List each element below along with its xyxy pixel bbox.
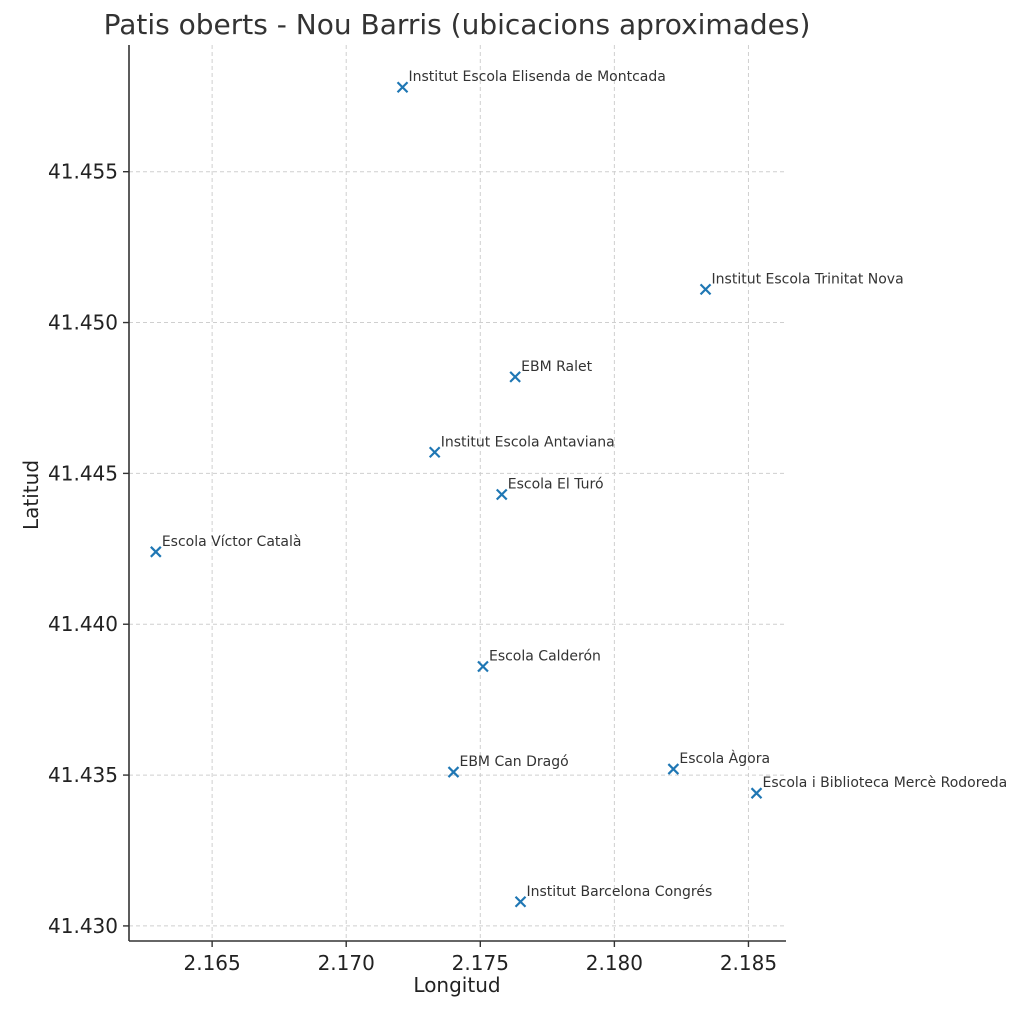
x-tick-label: 2.175	[452, 951, 509, 975]
point-marker	[150, 546, 162, 558]
y-tick-label: 41.455	[48, 160, 118, 184]
y-tick-label: 41.445	[48, 461, 118, 485]
data-point: Escola Àgora	[667, 750, 770, 775]
point-marker	[750, 787, 763, 799]
point-label: Institut Escola Antaviana	[441, 434, 615, 450]
point-label: EBM Ralet	[521, 359, 592, 375]
point-label: Escola El Turó	[508, 477, 604, 493]
y-tick-label: 41.450	[48, 311, 118, 335]
data-point: Institut Escola Elisenda de Montcada	[396, 69, 666, 94]
data-point: EBM Can Dragó	[447, 754, 569, 778]
point-label: Institut Escola Trinitat Nova	[712, 271, 904, 287]
point-marker	[667, 763, 680, 775]
x-axis-label: Longitud	[413, 973, 500, 997]
point-label: Escola i Biblioteca Mercè Rodoreda	[763, 775, 1008, 791]
data-point: Institut Escola Trinitat Nova	[699, 271, 904, 296]
x-tick-label: 2.180	[586, 951, 643, 975]
y-tick-label: 41.440	[48, 612, 118, 636]
point-label: EBM Can Dragó	[459, 754, 568, 770]
point-marker	[699, 283, 712, 296]
data-point: Institut Escola Antaviana	[428, 434, 615, 459]
point-marker	[447, 766, 460, 778]
grid-layer	[129, 45, 786, 941]
point-label: Institut Escola Elisenda de Montcada	[409, 69, 666, 85]
point-label: Escola Víctor Català	[162, 534, 302, 550]
points-layer: Institut Escola Elisenda de Montcada Inst…	[150, 69, 1008, 908]
y-tick-label: 41.430	[48, 914, 118, 938]
data-point: Institut Barcelona Congrés	[514, 884, 713, 908]
point-label: Institut Barcelona Congrés	[527, 884, 713, 900]
data-point: Escola Calderón	[477, 648, 601, 673]
tick-layer: 2.165 2.170 2.175 2.180 2.185 41.430 41.435 41.…	[48, 160, 777, 975]
point-marker	[495, 488, 508, 501]
point-marker	[428, 446, 441, 459]
y-axis-label: Latitud	[19, 460, 43, 530]
data-point: Escola El Turó	[495, 477, 604, 501]
chart-title: Patis oberts - Nou Barris (ubicacions ap…	[104, 8, 811, 41]
point-marker	[514, 896, 527, 908]
x-tick-label: 2.170	[318, 951, 375, 975]
point-label: Escola Àgora	[679, 750, 770, 767]
x-tick-label: 2.165	[183, 951, 240, 975]
data-point: Escola i Biblioteca Mercè Rodoreda	[750, 775, 1008, 799]
point-label: Escola Calderón	[489, 648, 601, 664]
x-tick-label: 2.185	[720, 951, 777, 975]
point-marker	[396, 81, 409, 94]
y-tick-label: 41.435	[48, 763, 118, 787]
data-point: EBM Ralet	[509, 359, 593, 383]
data-point: Escola Víctor Català	[150, 534, 302, 558]
point-marker	[477, 660, 489, 673]
point-marker	[509, 371, 521, 383]
